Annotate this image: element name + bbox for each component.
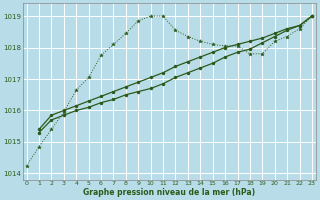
X-axis label: Graphe pression niveau de la mer (hPa): Graphe pression niveau de la mer (hPa): [83, 188, 255, 197]
